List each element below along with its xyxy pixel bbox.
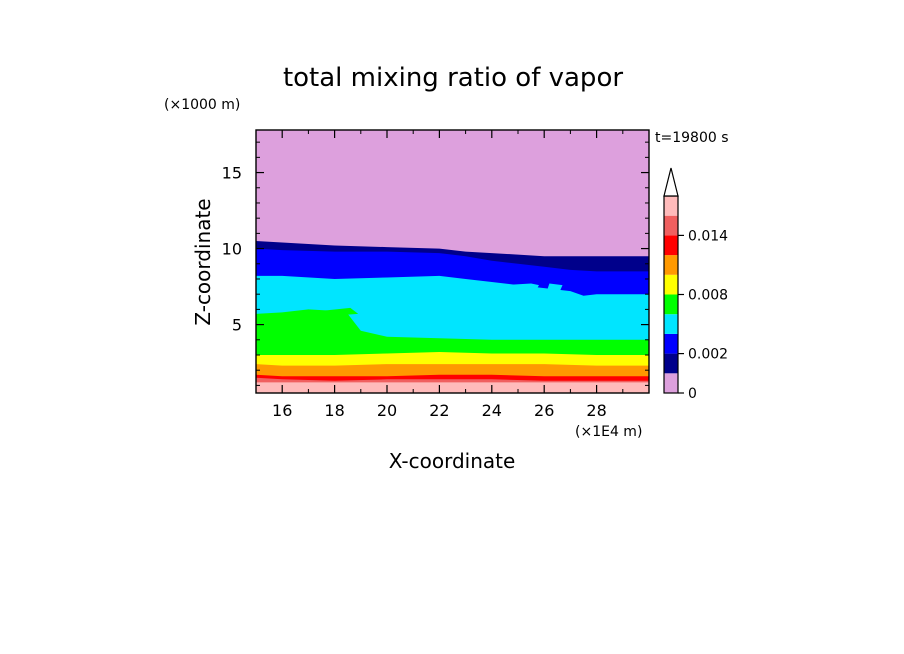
contour-patch-2 <box>256 307 359 328</box>
colorbar: 0 0.002 0.008 0.014 <box>663 167 728 402</box>
x-tick-label: 22 <box>429 401 449 420</box>
x-tick-label: 20 <box>377 401 397 420</box>
x-tick-label: 24 <box>482 401 502 420</box>
colorbar-tick-label: 0.008 <box>688 288 728 304</box>
x-tick-label: 26 <box>534 401 554 420</box>
colorbar-tick-label: 0 <box>688 386 697 402</box>
colorbar-segment <box>664 215 678 236</box>
colorbar-segment <box>664 235 678 256</box>
y-axis-title: Z-coordinate <box>191 198 215 325</box>
y-tick-label: 15 <box>222 164 242 183</box>
colorbar-tick-label: 0.002 <box>688 347 728 363</box>
colorbar-segment <box>664 314 678 334</box>
colorbar-segment <box>664 373 678 393</box>
colorbar-segment <box>664 294 678 315</box>
x-axis-title: X-coordinate <box>389 449 516 473</box>
colorbar-segment <box>664 255 678 275</box>
x-tick-label: 16 <box>272 401 292 420</box>
y-tick-label: 5 <box>232 316 242 335</box>
colorbar-segment <box>664 274 678 295</box>
colorbar-tick-label: 0.014 <box>688 228 728 244</box>
y-unit-label: (×1000 m) <box>164 97 240 113</box>
contour-patch-0 <box>470 283 539 314</box>
colorbar-extend-arrow <box>663 167 679 197</box>
plot-area: 16 18 20 22 24 26 28 5 10 15 <box>222 129 650 420</box>
contour-band-8 <box>256 382 649 393</box>
colorbar-segment <box>664 353 678 374</box>
colorbar-segment <box>664 333 678 354</box>
x-unit-label: (×1E4 m) <box>575 424 642 440</box>
x-tick-label: 18 <box>324 401 344 420</box>
chart-title: total mixing ratio of vapor <box>283 63 623 93</box>
x-tick-label: 28 <box>586 401 606 420</box>
contour-patch-1 <box>546 283 563 292</box>
time-label: t=19800 s <box>655 130 729 146</box>
y-tick-label: 10 <box>222 240 242 259</box>
plot-frame <box>255 129 650 394</box>
colorbar-segment <box>664 196 678 216</box>
